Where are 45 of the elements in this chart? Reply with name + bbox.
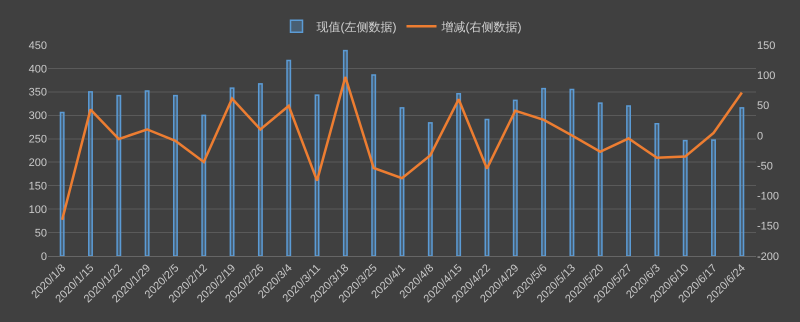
bar [626,105,632,256]
bar [456,93,462,256]
legend-label: 现值(左侧数据) [316,20,396,34]
bar [598,102,603,256]
bar [172,94,178,256]
y-tick-label: 200 [28,157,47,170]
bar [314,94,320,256]
y2-tick-label: 0 [757,130,764,142]
y2-tick-label: -100 [757,190,780,203]
y2-tick-label: -200 [757,250,780,263]
y-tick-label: 450 [28,40,47,52]
bar [342,50,348,256]
y-tick-label: 100 [28,204,47,216]
y-tick-label: 50 [34,227,47,240]
bar [484,118,490,256]
legend-label: 增减(右侧数据) [440,20,522,34]
bar [541,88,546,256]
bar [400,107,404,256]
bar [371,74,376,256]
y2-tick-label: 150 [757,40,776,52]
bar [258,83,263,256]
y-tick-label: 250 [28,134,47,146]
bar [739,107,744,256]
y2-tick-label: 50 [757,100,770,112]
y-tick-label: 150 [28,180,47,193]
bar [569,88,574,256]
bar [230,87,235,256]
y2-tick-label: 100 [757,70,776,82]
bar [711,139,716,256]
bar [144,90,150,256]
y2-tick-label: -150 [757,220,780,233]
bar [60,112,65,256]
bar [512,100,518,256]
line-series [60,76,744,222]
bar [682,140,688,256]
y-tick-label: 400 [28,63,47,76]
bar [88,91,93,256]
bar [654,123,660,256]
y-tick-label: 0 [40,250,47,263]
bar [286,60,292,256]
y-tick-label: 300 [28,110,47,122]
bar [116,94,122,256]
y2-tick-label: -50 [757,160,773,172]
y-tick-label: 350 [28,86,47,99]
bar [428,122,433,256]
